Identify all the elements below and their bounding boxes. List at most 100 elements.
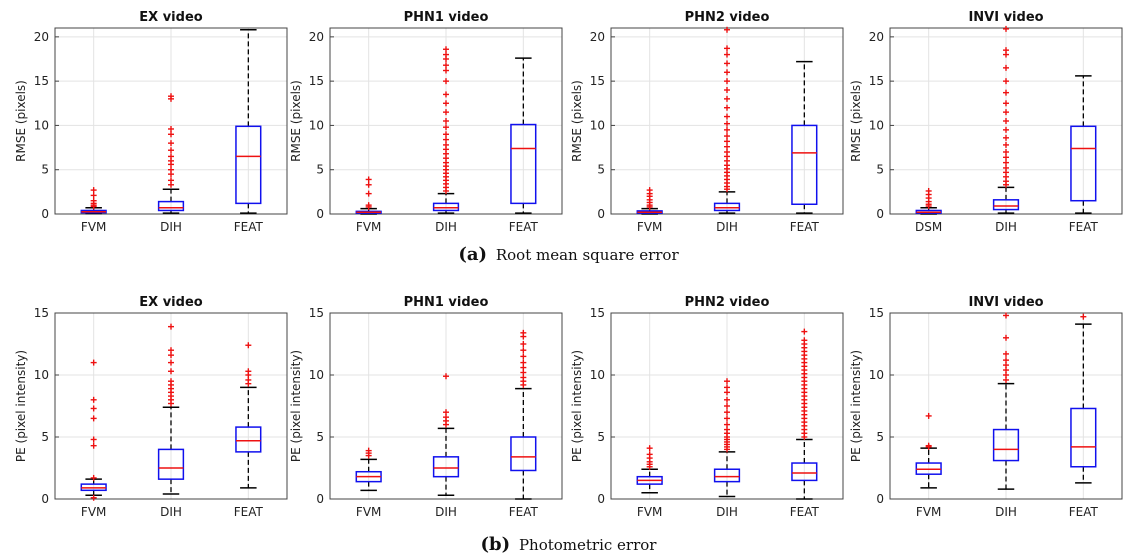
box-iqr: [791, 462, 818, 482]
y-tick-label: 15: [869, 74, 884, 88]
outlier-point: [443, 124, 449, 131]
box-iqr: [510, 436, 537, 472]
y-tick-label: 5: [41, 163, 49, 177]
outlier-point: [443, 109, 449, 116]
outlier-point: [443, 409, 449, 416]
outlier-point: [1003, 118, 1009, 124]
outlier-point: [1003, 100, 1009, 107]
x-tick-label: DIH: [435, 505, 457, 519]
outlier-point: [724, 26, 730, 33]
chart-panel-5: 0 5 10 15 PE (pixel intensity) EX video FVM DIH…: [14, 295, 288, 519]
y-tick-label: 0: [876, 492, 884, 506]
axes-frame: [329, 27, 563, 215]
outlier-point: [443, 46, 449, 53]
outlier-point: [168, 177, 174, 184]
y-tick-label: 10: [869, 118, 884, 132]
outlier-point: [168, 125, 174, 132]
y-tick-label: 10: [590, 368, 605, 382]
y-tick-label: 15: [34, 306, 49, 320]
outlier-point: [724, 126, 730, 133]
y-tick-label: 0: [316, 492, 324, 506]
outlier-point: [1003, 312, 1009, 319]
outlier-point: [1003, 109, 1009, 116]
chart-title: INVI video: [968, 295, 1043, 310]
outlier-point: [1003, 350, 1009, 357]
y-axis-label: PE (pixel intensity): [289, 350, 303, 462]
y-tick-label: 20: [309, 30, 324, 44]
axes-frame: [329, 312, 563, 500]
outlier-point: [168, 147, 174, 154]
outlier-point: [520, 329, 527, 336]
y-tick-label: 15: [869, 306, 884, 320]
box-iqr: [713, 202, 741, 212]
outlier-point: [724, 120, 730, 127]
y-tick-label: 0: [876, 207, 884, 221]
y-tick-label: 20: [869, 30, 884, 44]
x-tick-label: DIH: [435, 220, 457, 234]
y-axis-label: PE (pixel intensity): [570, 350, 584, 462]
outlier-point: [168, 93, 174, 100]
y-tick-label: 20: [34, 30, 49, 44]
box-group-fvm: [80, 187, 107, 215]
box-group-fvm: [636, 187, 663, 215]
chart-title: PHN2 video: [685, 10, 770, 25]
y-axis-label: RMSE (pixels): [14, 80, 28, 162]
chart-panel-3: 0 5 10 15 20 RMSE (pixels) PHN2 video FVM DIH FEA…: [570, 10, 844, 234]
outlier-point: [724, 384, 730, 391]
y-tick-label: 5: [41, 430, 49, 444]
box-group-dih: [157, 323, 185, 495]
outlier-point: [168, 323, 174, 330]
outlier-point: [724, 133, 730, 140]
box-group-feat: [1070, 313, 1097, 484]
x-tick-label: FEAT: [234, 505, 264, 519]
outlier-point: [443, 62, 449, 69]
outlier-point: [724, 143, 730, 150]
x-tick-label: DIH: [160, 505, 182, 519]
outlier-point: [925, 187, 932, 194]
outlier-point: [724, 149, 730, 155]
x-tick-label: DIH: [995, 505, 1017, 519]
chart-title: PHN1 video: [404, 295, 489, 310]
outlier-point: [646, 187, 653, 194]
x-tick-label: FVM: [356, 505, 381, 519]
axes-frame: [54, 312, 288, 500]
chart-panel-7: 0 5 10 15 PE (pixel intensity) PHN2 video FVM D…: [570, 295, 844, 519]
outlier-point: [1003, 134, 1009, 141]
outlier-point: [365, 176, 372, 183]
outlier-point: [443, 118, 449, 124]
box-iqr: [157, 448, 185, 480]
box-group-fvm: [355, 447, 382, 492]
outlier-point: [443, 91, 449, 98]
chart-title: PHN1 video: [404, 10, 489, 25]
outlier-point: [646, 445, 653, 452]
y-axis-label: PE (pixel intensity): [14, 350, 28, 462]
axes-frame: [54, 27, 288, 215]
box-iqr: [432, 202, 460, 212]
y-tick-label: 10: [309, 368, 324, 382]
outlier-point: [1003, 25, 1009, 32]
y-tick-label: 10: [590, 118, 605, 132]
outlier-point: [801, 328, 808, 335]
outlier-point: [724, 113, 730, 120]
chart-title: INVI video: [968, 10, 1043, 25]
y-tick-label: 5: [316, 430, 324, 444]
box-group-fvm: [636, 445, 663, 494]
outlier-point: [1003, 141, 1009, 148]
outlier-point: [365, 202, 372, 209]
outlier-point: [443, 67, 449, 74]
y-tick-label: 15: [590, 74, 605, 88]
y-axis-label: RMSE (pixels): [289, 80, 303, 162]
chart-panel-8: 0 5 10 15 PE (pixel intensity) INVI video FVM D…: [849, 295, 1123, 519]
outlier-point: [1003, 89, 1009, 96]
box-group-fvm: [355, 176, 382, 215]
outlier-point: [245, 342, 252, 349]
outlier-point: [1003, 47, 1009, 54]
caption-b-label: (b): [480, 534, 511, 555]
box-iqr: [1070, 125, 1097, 202]
box-group-dih: [992, 25, 1020, 214]
outlier-point: [520, 347, 527, 354]
y-tick-label: 0: [41, 492, 49, 506]
y-tick-label: 15: [309, 74, 324, 88]
box-group-dih: [713, 26, 741, 214]
